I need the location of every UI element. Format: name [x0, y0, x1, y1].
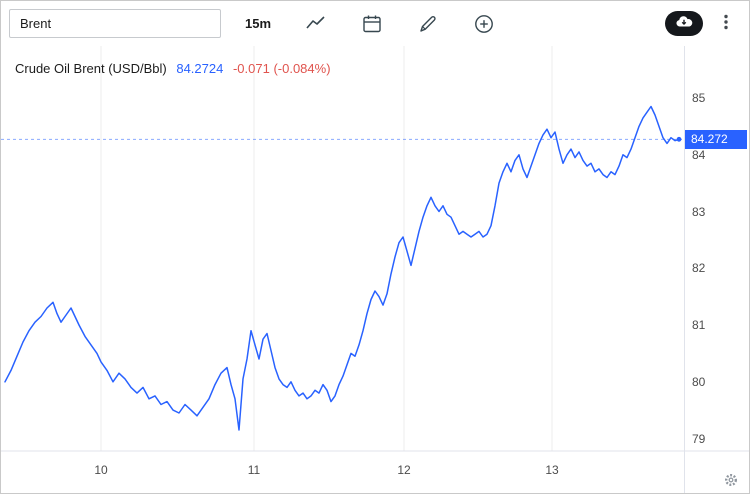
last-price-value: 84.2724 [176, 61, 224, 76]
plus-circle-icon [473, 13, 495, 35]
line-chart-icon [305, 13, 327, 35]
download-button[interactable] [665, 11, 703, 36]
y-axis[interactable]: 85 84 83 82 81 80 79 [685, 46, 749, 493]
settings-gear-icon[interactable] [723, 472, 739, 488]
y-axis-label: 82 [692, 261, 706, 276]
add-compare-button[interactable] [469, 9, 499, 39]
y-axis-label: 79 [692, 431, 706, 446]
y-axis-label: 85 [692, 91, 706, 105]
interval-button[interactable]: 15m [241, 12, 275, 35]
symbol-text: Brent [20, 16, 52, 31]
last-price-tag-text: 84.272 [691, 131, 728, 146]
last-point-marker [676, 136, 682, 142]
chart-style-button[interactable] [301, 9, 331, 39]
more-menu-button[interactable] [713, 9, 739, 38]
symbol-search-input[interactable]: Brent [9, 9, 221, 38]
y-axis-label: 84 [692, 147, 706, 162]
y-axis-label: 80 [692, 374, 706, 389]
toolbar: Brent 15m [1, 1, 749, 46]
x-axis-label: 10 [94, 463, 108, 477]
price-change-value: -0.071 (-0.084%) [232, 61, 331, 76]
y-axis-label: 83 [692, 204, 706, 219]
x-axis-label: 13 [545, 463, 559, 477]
draw-button[interactable] [413, 9, 443, 39]
cloud-download-icon [675, 13, 693, 34]
y-axis-label: 81 [692, 318, 706, 332]
calendar-button[interactable] [357, 9, 387, 39]
instrument-title: Crude Oil Brent (USD/Bbl) [15, 61, 167, 76]
last-price-tag: 84.272 [685, 129, 747, 149]
pencil-icon [417, 13, 439, 35]
chart-area[interactable]: Crude Oil Brent (USD/Bbl) 84.2724 -0.071… [1, 46, 749, 493]
chart-legend: Crude Oil Brent (USD/Bbl) 84.2724 -0.071… [15, 61, 331, 76]
x-axis-label: 11 [247, 463, 261, 477]
price-line-series [4, 105, 680, 431]
x-axis[interactable]: 10 11 12 13 [1, 451, 685, 493]
price-chart[interactable] [1, 46, 750, 494]
x-axis-label: 12 [397, 463, 411, 477]
kebab-menu-icon [717, 13, 735, 34]
calendar-icon [361, 13, 383, 35]
